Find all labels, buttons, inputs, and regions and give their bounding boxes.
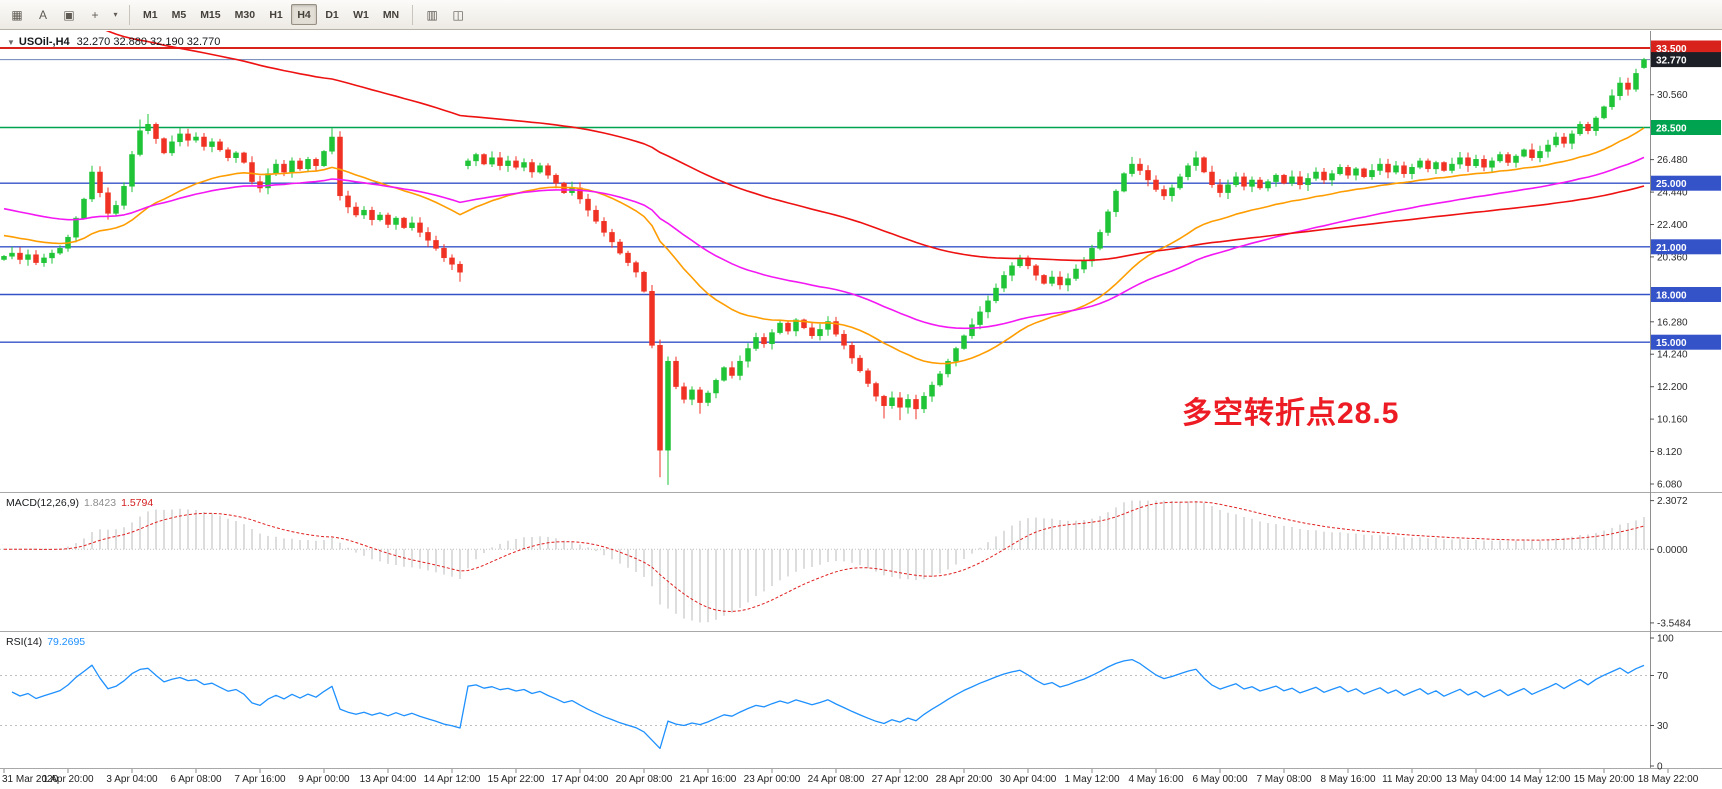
time-axis-label: 27 Apr 12:00 [872,774,929,785]
rsi-axis-label: 100 [1657,634,1674,645]
time-axis-label: 1 Apr 20:00 [42,774,94,785]
macd-panel [0,500,1650,623]
macd-label: MACD(12,26,9) 1.8423 1.5794 [6,497,153,509]
time-axis-label: 20 Apr 08:00 [616,774,673,785]
price-line-badge: 28.500 [1656,124,1687,135]
price-line-badge: 18.000 [1656,291,1687,302]
price-tick-label: 12.200 [1657,382,1688,393]
time-axis-label: 8 May 16:00 [1320,774,1375,785]
rsi-axis-label: 0 [1657,762,1663,773]
price-and-time-axis: 30.560 26.480 24.440 22.400 20.360 16.280 14.2… [2,40,1721,785]
timeframe-button-h4[interactable]: H4 [291,4,318,25]
price-tick-label: 14.240 [1657,350,1688,361]
rsi-axis-label: 30 [1657,721,1669,732]
timeframe-button-d1[interactable]: D1 [319,4,345,25]
chart-window-icon[interactable]: ▣ [63,7,75,22]
price-line-badge: 32.770 [1656,56,1687,67]
time-axis-label: 13 Apr 04:00 [360,774,417,785]
text-tool-icon[interactable]: A [38,7,47,22]
tile-windows-icon[interactable]: ▥ [426,7,438,22]
timeframe-button-h1[interactable]: H1 [263,4,289,25]
time-axis-label: 28 Apr 20:00 [936,774,993,785]
timeframe-button-m1[interactable]: M1 [137,4,164,25]
price-line-badge: 15.000 [1656,338,1687,349]
toolbar: ▦ A ▣ + ▾ M1 M5 M15 M30 H1 H4 D1 W1 MN ▥ ◫ [0,0,1722,30]
price-tick-label: 24.440 [1657,188,1688,199]
tools-dropdown-caret-icon[interactable]: ▾ [113,10,118,19]
time-axis-label: 4 May 16:00 [1128,774,1183,785]
time-axis-label: 11 May 20:00 [1382,774,1442,785]
time-axis-label: 13 May 04:00 [1446,774,1507,785]
price-line-badge: 25.000 [1656,179,1687,190]
charts-bar-icon[interactable]: ▦ [11,7,23,22]
rsi-label: RSI(14) 79.2695 [6,636,85,648]
price-line-badge: 21.000 [1656,243,1687,254]
macd-name: MACD(12,26,9) [6,497,79,509]
price-tick-label: 6.080 [1657,480,1682,491]
time-axis-label: 15 Apr 22:00 [488,774,545,785]
time-axis-label: 21 Apr 16:00 [680,774,737,785]
timeframe-group: M1 M5 M15 M30 H1 H4 D1 W1 MN [136,4,406,25]
macd-signal-value: 1.5794 [121,497,154,509]
time-axis-label: 1 May 12:00 [1064,774,1119,785]
time-axis-label: 6 May 00:00 [1192,774,1247,785]
macd-axis-label: -3.5484 [1657,618,1691,629]
crosshair-tool-icon[interactable]: + [91,7,99,22]
rsi-panel [0,658,1650,750]
time-axis-label: 15 May 20:00 [1574,774,1635,785]
macd-axis-label: 2.3072 [1657,496,1688,507]
time-axis-label: 6 Apr 08:00 [170,774,222,785]
time-axis-label: 7 Apr 16:00 [234,774,286,785]
time-axis-label: 14 May 12:00 [1510,774,1571,785]
toolbar-right-group: ▥ ◫ [419,3,471,27]
chart-title: ▼ USOil-,H4 32.270 32.880 32.190 32.770 [7,36,220,48]
price-tick-label: 26.480 [1657,155,1688,166]
chart-text-annotation: 多空转折点28.5 [1182,397,1400,430]
price-tick-label: 22.400 [1657,220,1688,231]
timeframe-button-w1[interactable]: W1 [347,4,375,25]
toolbar-separator [129,4,130,25]
macd-main-value: 1.8423 [83,497,117,509]
price-tick-label: 16.280 [1657,317,1688,328]
toolbar-separator [412,4,414,25]
time-axis-label: 3 Apr 04:00 [106,774,158,785]
price-tick-label: 8.120 [1657,447,1682,458]
toolbar-left-group: ▦ A ▣ + ▾ [4,3,123,27]
price-tick-label: 10.160 [1657,415,1688,426]
time-axis-label: 14 Apr 12:00 [424,774,481,785]
time-axis-label: 9 Apr 00:00 [298,774,350,785]
rsi-name: RSI(14) [6,636,43,648]
new-chart-icon[interactable]: ◫ [452,7,464,22]
time-axis-label: 24 Apr 08:00 [808,774,865,785]
time-axis-label: 7 May 08:00 [1256,774,1311,785]
price-line-badge: 33.500 [1656,44,1687,55]
ohlc-values: 32.270 32.880 32.190 32.770 [76,36,221,48]
time-axis-label: 31 Mar 2020 [2,774,59,785]
timeframe-button-mn[interactable]: MN [377,4,405,25]
time-axis-label: 18 May 22:00 [1638,774,1699,785]
main-price-panel [0,31,1650,485]
timeframe-button-m30[interactable]: M30 [229,4,261,25]
price-tick-label: 30.560 [1657,90,1688,101]
time-axis-label: 30 Apr 04:00 [1000,774,1057,785]
panel-frames [0,31,1722,769]
price-tick-label: 20.360 [1657,252,1688,263]
rsi-axis-label: 70 [1657,671,1669,682]
one-click-collapse-icon[interactable]: ▼ [7,38,15,47]
time-axis-label: 23 Apr 00:00 [744,774,801,785]
timeframe-button-m5[interactable]: M5 [166,4,193,25]
symbol-period-label: USOil-,H4 [18,36,70,48]
time-axis-label: 17 Apr 04:00 [552,774,609,785]
timeframe-button-m15[interactable]: M15 [194,4,226,25]
rsi-value: 79.2695 [47,636,86,648]
macd-axis-label: 0.0000 [1657,545,1688,556]
